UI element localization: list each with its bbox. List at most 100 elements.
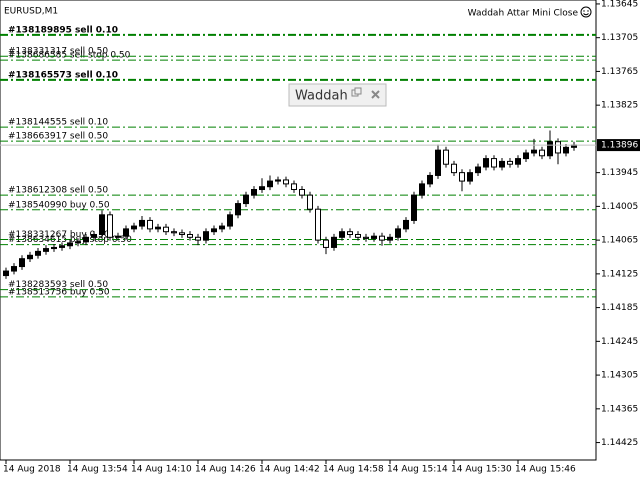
candle-body [555,141,561,154]
candle-body [515,158,521,165]
x-tick-label: 14 Aug 15:46 [515,465,576,475]
candle-body [291,183,297,191]
candle-body [395,228,401,238]
candle-body [275,179,281,182]
bid-label: 1.13896 [601,141,638,151]
candle-body [251,189,257,196]
order-label: #138165573 sell 0.10 [8,70,118,80]
y-tick-label: 1.13945 [601,168,638,178]
order-label: #138331267 buy 0.50 [8,230,110,240]
candle-body [307,194,313,210]
y-tick-label: 1.14065 [601,236,638,246]
candle-body [139,219,145,227]
x-tick-label: 14 Aug 14:42 [259,465,320,475]
bid-flag [597,139,640,152]
candle-body [155,226,161,230]
restore-button[interactable] [351,87,362,97]
y-tick-label: 1.13705 [601,33,638,43]
y-tick-label: 1.14425 [601,438,638,448]
symbol-label: EURUSD,M1 [4,7,58,17]
x-tick-label: 14 Aug 13:54 [67,465,128,475]
candle-body [387,236,393,241]
order-label: #138612308 sell 0.50 [8,186,108,196]
y-tick-label: 1.14185 [601,303,638,313]
candle-body [355,233,361,238]
candle-body [507,160,513,165]
x-tick-label: 14 Aug 15:30 [451,465,512,475]
y-tick-label: 1.14005 [601,202,638,212]
order-label: #138283593 sell 0.50 [8,280,108,290]
candle-body [123,228,129,237]
candle-body [539,149,545,157]
y-tick-label: 1.14125 [601,269,638,279]
candle-body [379,235,385,241]
candle-body [259,186,265,191]
candle-body [227,214,233,227]
indicator-label: Waddah Attar Mini Close [468,9,579,19]
order-label: #138331317 sell 0.50 [8,47,108,57]
candle-body [331,236,337,248]
candle-body [211,228,217,233]
candle-body [283,179,289,185]
order-label: #138663917 sell 0.50 [8,132,108,142]
candle-body [171,231,177,234]
close-button[interactable] [371,90,380,99]
candle-body [83,236,89,243]
order-label: #138686585 sell stop 0.50 [8,51,131,61]
candle-body [179,232,185,235]
candle-body [195,236,201,241]
candle-body [187,233,193,238]
candle-body [459,172,465,182]
candle-body [147,219,153,230]
candle-body [75,241,81,244]
candle-body [203,231,209,241]
candle-body [115,235,121,238]
x-tick-label: 14 Aug 14:10 [131,465,192,475]
candle-body [339,231,345,238]
candle-body [235,203,241,216]
candle-body [43,248,49,252]
candle-body [3,270,9,277]
candle-body [323,239,329,248]
smiley-icon [580,6,592,18]
x-tick-label: 14 Aug 15:14 [387,465,448,475]
candle-body [91,233,97,238]
candle-body [419,183,425,196]
candle-body [411,194,417,221]
candle-body [243,194,249,205]
order-label: #138513756 buy 0.50 [8,287,110,297]
candle-body [299,189,305,196]
candle-body [451,163,457,174]
candle-body [219,225,225,230]
candle-body [347,231,353,235]
candle-body [35,250,41,256]
candle-body [131,225,137,230]
candle-body [11,266,17,272]
candle-body [67,242,73,247]
candle-body [51,246,57,250]
candle-body [315,208,321,241]
x-tick-label: 14 Aug 14:26 [195,465,256,475]
dialog-title: Waddah A [295,89,361,104]
y-tick-label: 1.13645 [601,0,638,9]
dialog[interactable]: Waddah A [288,83,387,107]
candle-body [267,180,273,188]
candle-body [531,149,537,154]
candle-body [563,146,569,154]
y-tick-label: 1.14365 [601,404,638,414]
x-tick-label: 14 Aug 14:58 [323,465,384,475]
candle-body [107,214,113,238]
candle-body [435,149,441,176]
candle-body [499,160,505,168]
candle-body [363,236,369,239]
candle-body [523,152,529,160]
candle-body [371,235,377,239]
candle-body [491,158,497,168]
candle-body [475,166,481,174]
y-tick-label: 1.13765 [601,67,638,77]
dialog-fade [352,89,362,101]
candle-body [27,254,33,260]
